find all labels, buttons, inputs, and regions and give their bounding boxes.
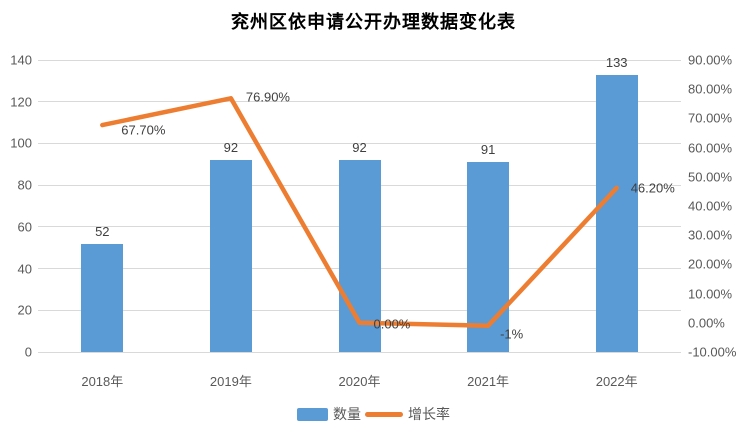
x-axis-label-2020年: 2020年: [338, 374, 381, 389]
gridline: [38, 142, 681, 144]
line-value-label: 67.70%: [121, 122, 166, 138]
growth-rate-line: [100, 96, 619, 328]
right-axis-tick: 90.00%: [688, 52, 733, 68]
right-axis-tick: 20.00%: [688, 256, 733, 272]
bar-value-label: 92: [223, 140, 239, 156]
gridline: [38, 59, 681, 61]
legend-item-增长率: 增长率: [365, 404, 450, 424]
x-axis-label-2018年: 2018年: [81, 374, 124, 389]
line-value-label: 46.20%: [630, 180, 675, 196]
chart-title: 兖州区依申请公开办理数据变化表: [231, 12, 516, 32]
x-axis-label-2021年: 2021年: [467, 374, 510, 389]
right-axis-tick: 30.00%: [688, 227, 733, 243]
bar-2019年: [209, 160, 252, 352]
bar-value-label: 92: [352, 140, 367, 156]
left-axis-tick: 100: [10, 135, 32, 151]
right-axis-tick: 60.00%: [688, 140, 733, 156]
left-axis-tick: 120: [10, 94, 32, 110]
left-axis-tick: 80: [17, 177, 32, 193]
bar-2021年: [467, 162, 510, 352]
bar-value-label: 133: [605, 54, 628, 70]
left-axis-tick: 60: [17, 219, 32, 235]
bar-2022年: [595, 74, 638, 352]
bar-value-label: 52: [95, 223, 110, 239]
right-axis-tick: 70.00%: [688, 110, 733, 126]
bar-swatch-icon: [297, 407, 328, 421]
line-value-label: -1%: [500, 326, 524, 342]
right-axis-tick: 10.00%: [688, 286, 733, 302]
x-axis-label-2019年: 2019年: [209, 374, 252, 389]
legend-item-数量: 数量: [297, 404, 361, 424]
line-swatch-icon: [365, 411, 403, 417]
x-axis-label-2022年: 2022年: [595, 374, 638, 389]
legend-label: 增长率: [408, 406, 450, 422]
bar-value-label: 91: [480, 142, 496, 158]
right-axis-tick: 40.00%: [688, 198, 733, 214]
plot-area: 52 92 92 91 133 67.70% 76.90% 0.00% -1% 46.20%: [38, 55, 681, 353]
left-axis-tick: 0: [24, 344, 32, 360]
line-value-label: 0.00%: [373, 316, 411, 332]
left-axis-tick: 20: [17, 302, 32, 318]
line-value-label: 76.90%: [245, 89, 290, 105]
right-axis-tick: 0.00%: [688, 315, 725, 331]
right-axis-tick: 80.00%: [688, 81, 733, 97]
right-axis-tick: 50.00%: [688, 169, 733, 185]
legend: 数量 增长率: [0, 404, 747, 424]
bar-2018年: [81, 243, 124, 352]
legend-label: 数量: [333, 406, 361, 422]
left-axis-tick: 40: [17, 261, 32, 277]
left-axis-tick: 140: [10, 52, 32, 68]
gridline: [38, 101, 681, 103]
right-axis-tick: -10.00%: [688, 344, 737, 360]
gridline: [38, 351, 681, 353]
